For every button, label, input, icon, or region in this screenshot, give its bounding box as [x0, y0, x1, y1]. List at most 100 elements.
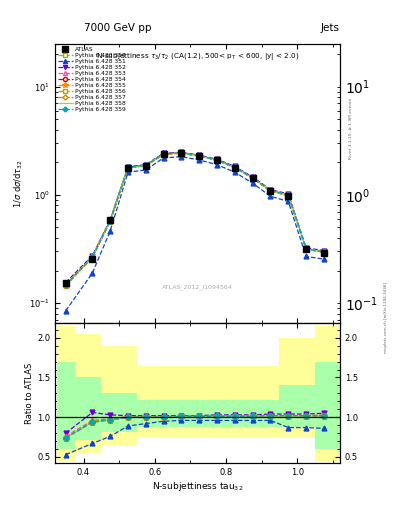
Pythia 6.428 351	[126, 169, 130, 175]
Pythia 6.428 352	[126, 164, 130, 170]
Pythia 6.428 351	[304, 253, 309, 260]
Text: mcplots.cern.ch [arXiv:1306.3436]: mcplots.cern.ch [arXiv:1306.3436]	[384, 282, 388, 353]
Pythia 6.428 358	[161, 151, 166, 157]
Pythia 6.428 358	[233, 164, 237, 170]
Pythia 6.428 353	[90, 254, 95, 260]
Pythia 6.428 359	[197, 153, 202, 159]
Pythia 6.428 354	[286, 193, 291, 199]
Pythia 6.428 351	[63, 308, 68, 314]
Pythia 6.428 354	[250, 175, 255, 181]
Pythia 6.428 357	[143, 163, 148, 169]
Pythia 6.428 356	[304, 246, 309, 252]
Pythia 6.428 356	[250, 175, 255, 181]
ATLAS	[143, 163, 148, 169]
Pythia 6.428 353	[321, 249, 326, 255]
Pythia 6.428 352	[268, 186, 273, 193]
Pythia 6.428 355	[304, 246, 309, 252]
Line: Pythia 6.428 350: Pythia 6.428 350	[63, 151, 326, 288]
Bar	[208, 366, 244, 437]
Pythia 6.428 355	[143, 163, 148, 169]
Pythia 6.428 354	[108, 218, 112, 224]
Pythia 6.428 359	[286, 192, 291, 198]
Pythia 6.428 358	[215, 157, 219, 163]
Pythia 6.428 356	[268, 188, 273, 194]
Pythia 6.428 354	[197, 153, 202, 159]
ATLAS	[63, 280, 68, 286]
Text: Jets: Jets	[320, 23, 339, 33]
ATLAS	[304, 246, 309, 252]
Bar	[208, 400, 244, 427]
Pythia 6.428 358	[179, 150, 184, 156]
Pythia 6.428 353	[126, 164, 130, 170]
Bar	[75, 377, 101, 439]
Pythia 6.428 353	[286, 192, 291, 198]
Pythia 6.428 350	[90, 254, 95, 261]
Pythia 6.428 351	[233, 169, 237, 175]
Pythia 6.428 354	[215, 157, 219, 163]
Pythia 6.428 357	[250, 175, 255, 181]
Pythia 6.428 359	[268, 187, 273, 194]
Pythia 6.428 359	[321, 249, 326, 255]
Line: Pythia 6.428 356: Pythia 6.428 356	[63, 151, 326, 288]
ATLAS	[233, 165, 237, 171]
Pythia 6.428 351	[179, 154, 184, 160]
Pythia 6.428 355	[63, 282, 68, 288]
Pythia 6.428 357	[304, 246, 309, 252]
Pythia 6.428 355	[215, 157, 219, 163]
Pythia 6.428 359	[161, 151, 166, 157]
Pythia 6.428 351	[143, 167, 148, 173]
Pythia 6.428 351	[161, 155, 166, 161]
Pythia 6.428 355	[161, 151, 166, 157]
Text: 7000 GeV pp: 7000 GeV pp	[84, 23, 152, 33]
Y-axis label: 1/$\sigma$ d$\sigma$/d$\tau_{32}$: 1/$\sigma$ d$\sigma$/d$\tau_{32}$	[13, 159, 25, 208]
Pythia 6.428 355	[179, 150, 184, 156]
Pythia 6.428 354	[233, 164, 237, 170]
Pythia 6.428 359	[90, 254, 95, 260]
Pythia 6.428 352	[286, 191, 291, 197]
Pythia 6.428 359	[179, 150, 184, 156]
Pythia 6.428 359	[304, 246, 309, 252]
Pythia 6.428 355	[321, 249, 326, 255]
Pythia 6.428 352	[233, 163, 237, 169]
X-axis label: N-subjettiness tau$_{32}$: N-subjettiness tau$_{32}$	[152, 480, 243, 493]
Pythia 6.428 357	[215, 157, 219, 163]
Pythia 6.428 358	[304, 246, 309, 252]
Line: Pythia 6.428 355: Pythia 6.428 355	[62, 150, 327, 288]
Pythia 6.428 356	[143, 163, 148, 169]
Pythia 6.428 352	[143, 162, 148, 168]
Pythia 6.428 352	[215, 156, 219, 162]
Pythia 6.428 354	[161, 151, 166, 157]
Pythia 6.428 356	[90, 254, 95, 260]
Bar	[101, 346, 137, 445]
Pythia 6.428 355	[286, 193, 291, 199]
Bar	[57, 361, 75, 449]
Pythia 6.428 353	[63, 282, 68, 288]
Pythia 6.428 351	[286, 198, 291, 204]
Pythia 6.428 356	[108, 218, 112, 224]
Pythia 6.428 350	[161, 151, 166, 157]
Pythia 6.428 358	[286, 193, 291, 199]
Pythia 6.428 357	[63, 282, 68, 288]
Pythia 6.428 359	[233, 164, 237, 170]
Pythia 6.428 353	[108, 218, 112, 224]
Pythia 6.428 356	[161, 151, 166, 157]
ATLAS	[90, 256, 95, 262]
Pythia 6.428 358	[250, 175, 255, 181]
Pythia 6.428 350	[179, 150, 184, 156]
Pythia 6.428 350	[143, 163, 148, 169]
Pythia 6.428 352	[197, 152, 202, 158]
Pythia 6.428 352	[179, 150, 184, 156]
Pythia 6.428 359	[250, 175, 255, 181]
Pythia 6.428 351	[321, 256, 326, 262]
Pythia 6.428 352	[90, 252, 95, 259]
Bar	[173, 366, 208, 437]
Pythia 6.428 357	[179, 150, 184, 156]
Pythia 6.428 359	[143, 162, 148, 168]
Pythia 6.428 359	[63, 282, 68, 288]
Pythia 6.428 351	[197, 157, 202, 163]
Pythia 6.428 357	[90, 254, 95, 260]
Pythia 6.428 351	[90, 270, 95, 276]
Pythia 6.428 355	[250, 175, 255, 181]
Pythia 6.428 353	[161, 151, 166, 157]
Pythia 6.428 352	[250, 174, 255, 180]
